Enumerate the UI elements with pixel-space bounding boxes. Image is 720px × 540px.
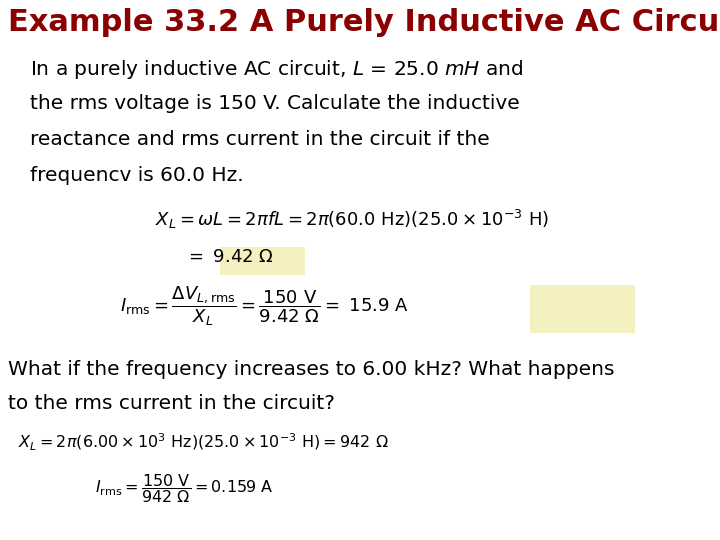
Text: $I_\mathrm{rms} = \dfrac{150\ \mathrm{V}}{942\ \Omega} = 0.159\ \mathrm{A}$: $I_\mathrm{rms} = \dfrac{150\ \mathrm{V}… xyxy=(95,472,274,505)
Text: What if the frequency increases to 6.00 kHz? What happens: What if the frequency increases to 6.00 … xyxy=(8,360,614,379)
Text: the rms voltage is 150 V. Calculate the inductive: the rms voltage is 150 V. Calculate the … xyxy=(30,94,520,113)
Text: frequencv is 60.0 Hz.: frequencv is 60.0 Hz. xyxy=(30,166,243,185)
Text: $X_L = 2\pi(6.00 \times 10^{3}\ \mathrm{Hz})(25.0 \times 10^{-3}\ \mathrm{H}) = : $X_L = 2\pi(6.00 \times 10^{3}\ \mathrm{… xyxy=(18,432,389,453)
Text: reactance and rms current in the circuit if the: reactance and rms current in the circuit… xyxy=(30,130,490,149)
Bar xyxy=(530,285,635,333)
Text: to the rms current in the circuit?: to the rms current in the circuit? xyxy=(8,394,335,413)
Text: Example 33.2 A Purely Inductive AC Circuit: Example 33.2 A Purely Inductive AC Circu… xyxy=(8,8,720,37)
Text: $I_\mathrm{rms} = \dfrac{\Delta V_{L,\mathrm{rms}}}{X_L} = \dfrac{150\ \mathrm{V: $I_\mathrm{rms} = \dfrac{\Delta V_{L,\ma… xyxy=(120,285,409,328)
Text: $= \ 9.42\ \Omega$: $= \ 9.42\ \Omega$ xyxy=(185,248,274,266)
Bar xyxy=(220,247,305,275)
Text: In a purely inductive AC circuit, $L$ = 25.0 $mH$ and: In a purely inductive AC circuit, $L$ = … xyxy=(30,58,523,81)
Text: $X_L = \omega L = 2\pi fL = 2\pi(60.0\ \mathrm{Hz})(25.0 \times 10^{-3}\ \mathrm: $X_L = \omega L = 2\pi fL = 2\pi(60.0\ \… xyxy=(155,208,549,231)
